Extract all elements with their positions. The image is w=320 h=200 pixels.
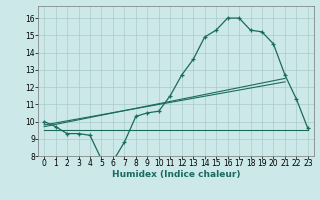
X-axis label: Humidex (Indice chaleur): Humidex (Indice chaleur) [112,170,240,179]
